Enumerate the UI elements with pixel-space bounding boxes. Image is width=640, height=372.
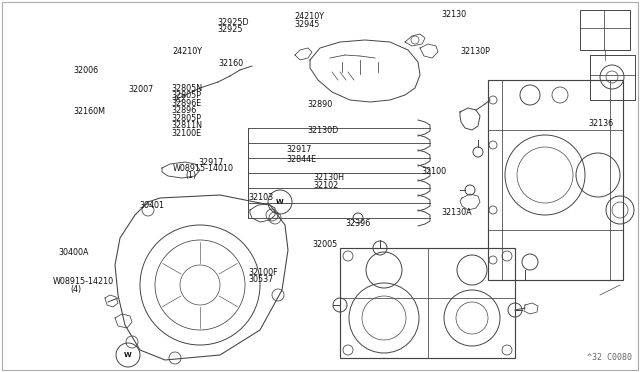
Text: 32917: 32917 (198, 158, 224, 167)
Text: W08915-14210: W08915-14210 (52, 278, 114, 286)
Text: 32007: 32007 (128, 85, 153, 94)
Text: 30537: 30537 (248, 275, 273, 284)
Text: 32805P: 32805P (172, 114, 202, 123)
Bar (580, 10, 630, 50)
Bar (590, 55, 635, 100)
Text: 30401: 30401 (140, 201, 164, 210)
Text: 32100: 32100 (421, 167, 446, 176)
Text: 32896: 32896 (172, 106, 196, 115)
Text: 30400A: 30400A (59, 248, 90, 257)
Text: 32100F: 32100F (248, 268, 278, 277)
Text: W: W (276, 199, 284, 205)
Text: 32006: 32006 (74, 66, 99, 75)
Text: 32130: 32130 (442, 10, 467, 19)
Text: (4): (4) (70, 285, 81, 294)
Text: 32945: 32945 (294, 20, 320, 29)
Text: 24210Y: 24210Y (173, 47, 203, 56)
Text: 32103: 32103 (248, 193, 273, 202)
Text: (1): (1) (186, 171, 196, 180)
Text: 32890: 32890 (307, 100, 332, 109)
Text: W08915-14010: W08915-14010 (173, 164, 234, 173)
Text: 32925D: 32925D (218, 18, 249, 27)
Text: 32917: 32917 (287, 145, 312, 154)
Text: 32130D: 32130D (307, 126, 339, 135)
Text: 32896E: 32896E (172, 99, 202, 108)
Text: 32005: 32005 (312, 240, 337, 249)
Text: 32396: 32396 (346, 219, 371, 228)
Text: 24210Y: 24210Y (294, 12, 324, 21)
Text: 32160M: 32160M (74, 107, 106, 116)
Bar (340, 248, 515, 358)
Text: 32130P: 32130P (461, 47, 491, 56)
Text: 32811N: 32811N (172, 121, 202, 130)
Text: 32805N: 32805N (172, 84, 203, 93)
Text: 32805P: 32805P (172, 92, 202, 100)
Text: 32130A: 32130A (442, 208, 472, 217)
Bar (488, 80, 623, 280)
Text: W: W (124, 352, 132, 358)
Text: 32844E: 32844E (287, 155, 317, 164)
Text: 32102: 32102 (314, 181, 339, 190)
Text: 32160: 32160 (219, 59, 244, 68)
Text: 32100E: 32100E (172, 129, 202, 138)
Text: ^32 C0080: ^32 C0080 (587, 353, 632, 362)
Text: 32925: 32925 (218, 25, 243, 34)
Text: 32130H: 32130H (314, 173, 344, 182)
Text: 32136: 32136 (589, 119, 614, 128)
